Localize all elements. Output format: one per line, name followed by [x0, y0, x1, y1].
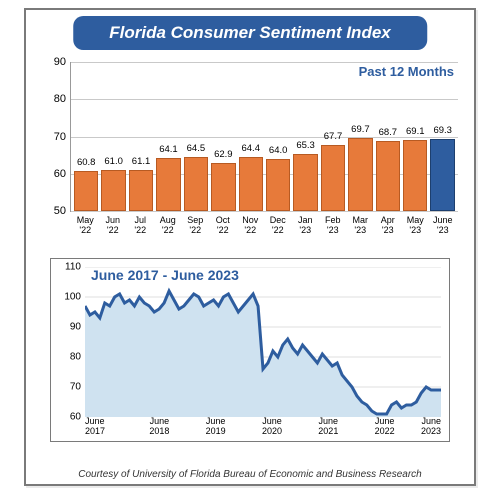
line-chart-title: June 2017 - June 2023: [91, 267, 239, 283]
courtesy-text: Courtesy of University of Florida Bureau…: [26, 469, 474, 480]
bar-ytick-label: 50: [54, 205, 71, 217]
line-ytick-label: 80: [70, 352, 85, 363]
bar-xtick-label: May'22: [73, 214, 98, 240]
line-ytick-label: 60: [70, 412, 85, 423]
line-xtick-label: June2019: [198, 417, 234, 439]
bar-column: 65.3: [293, 62, 317, 211]
bar-column: 69.7: [348, 62, 372, 211]
line-xtick-label: June2021: [310, 417, 346, 439]
bar-value-label: 69.7: [348, 124, 372, 135]
bar-column: 60.8: [74, 62, 98, 211]
bar-value-label: 61.0: [101, 156, 125, 167]
bar-rect: [348, 138, 372, 211]
bar-column: 68.7: [376, 62, 400, 211]
bar-xtick-label: Oct'22: [211, 214, 236, 240]
bar-column: 67.7: [321, 62, 345, 211]
bar-xtick-label: Jul'22: [128, 214, 153, 240]
line-xtick-label: June2018: [141, 417, 177, 439]
bar-value-label: 64.1: [156, 144, 180, 155]
line-x-axis-labels: June2017 June2018 June2019 June2020 June2021…: [85, 417, 441, 439]
line-chart-panel: June 2017 - June 2023 60708090100110 Jun…: [50, 258, 450, 442]
bar-xtick-label: May'23: [403, 214, 428, 240]
line-xtick-label: June2017: [85, 417, 121, 439]
line-svg: [85, 267, 441, 417]
bar-value-label: 69.3: [430, 125, 454, 136]
bar-rect: [129, 170, 153, 211]
bar-rect: [321, 145, 345, 211]
bar-column: 61.0: [101, 62, 125, 211]
bar-xtick-label: Nov'22: [238, 214, 263, 240]
bar-xtick-label: Feb'23: [321, 214, 346, 240]
bar-rect: [101, 170, 125, 211]
line-xtick-label: June2022: [367, 417, 403, 439]
bar-ytick-label: 70: [54, 131, 71, 143]
bar-rect: [430, 139, 454, 211]
line-ytick-label: 110: [65, 262, 85, 273]
bar-column: 64.5: [184, 62, 208, 211]
bar-chart-panel: Past 12 Months 506070809060.861.061.164.…: [36, 54, 464, 240]
line-ytick-label: 90: [70, 322, 85, 333]
bar-value-label: 61.1: [129, 156, 153, 167]
bar-rect: [266, 159, 290, 211]
bar-xtick-label: Apr'23: [376, 214, 401, 240]
line-ytick-label: 100: [64, 292, 85, 303]
bar-rect: [211, 163, 235, 211]
bar-column: 64.4: [239, 62, 263, 211]
line-xtick-label: June2023: [405, 417, 441, 439]
bar-xtick-label: Dec'22: [266, 214, 291, 240]
bar-ytick-label: 90: [54, 56, 71, 68]
bar-x-axis-labels: May'22Jun'22Jul'22Aug'22Sep'22Oct'22Nov'…: [70, 214, 458, 240]
bar-column: 64.0: [266, 62, 290, 211]
bar-column: 62.9: [211, 62, 235, 211]
bar-rect: [156, 158, 180, 211]
bar-value-label: 64.0: [266, 145, 290, 156]
line-ytick-label: 70: [70, 382, 85, 393]
line-plot-area: 60708090100110: [85, 267, 441, 417]
bar-plot-area: 506070809060.861.061.164.164.562.964.464…: [70, 62, 458, 212]
bar-xtick-label: Aug'22: [156, 214, 181, 240]
bar-rect: [184, 157, 208, 211]
bar-rect: [403, 140, 427, 211]
bar-xtick-label: June'23: [431, 214, 456, 240]
bar-rect: [239, 157, 263, 211]
bar-column: 61.1: [129, 62, 153, 211]
bar-rect: [376, 141, 400, 211]
bar-value-label: 69.1: [403, 126, 427, 137]
bar-value-label: 65.3: [293, 140, 317, 151]
chart-frame: Florida Consumer Sentiment Index Past 12…: [24, 8, 476, 486]
title-banner: Florida Consumer Sentiment Index: [73, 16, 427, 50]
bar-value-label: 67.7: [321, 131, 345, 142]
bar-xtick-label: Mar'23: [348, 214, 373, 240]
bar-value-label: 62.9: [211, 149, 235, 160]
bar-gridline: [71, 211, 458, 212]
bar-xtick-label: Sep'22: [183, 214, 208, 240]
bar-value-label: 64.5: [184, 143, 208, 154]
bar-ytick-label: 60: [54, 168, 71, 180]
bar-xtick-label: Jun'22: [101, 214, 126, 240]
bar-rect: [74, 171, 98, 211]
line-xtick-label: June2020: [254, 417, 290, 439]
bar-rect: [293, 154, 317, 211]
bar-ytick-label: 80: [54, 93, 71, 105]
bars-row: 60.861.0 61.164.1 64.562.9 64.464.065.3 67.7…: [71, 62, 458, 211]
bar-column: 69.3: [430, 62, 454, 211]
bar-value-label: 64.4: [239, 143, 263, 154]
bar-column: 64.1: [156, 62, 180, 211]
bar-value-label: 68.7: [376, 127, 400, 138]
bar-value-label: 60.8: [74, 157, 98, 168]
bar-xtick-label: Jan'23: [293, 214, 318, 240]
bar-column: 69.1: [403, 62, 427, 211]
